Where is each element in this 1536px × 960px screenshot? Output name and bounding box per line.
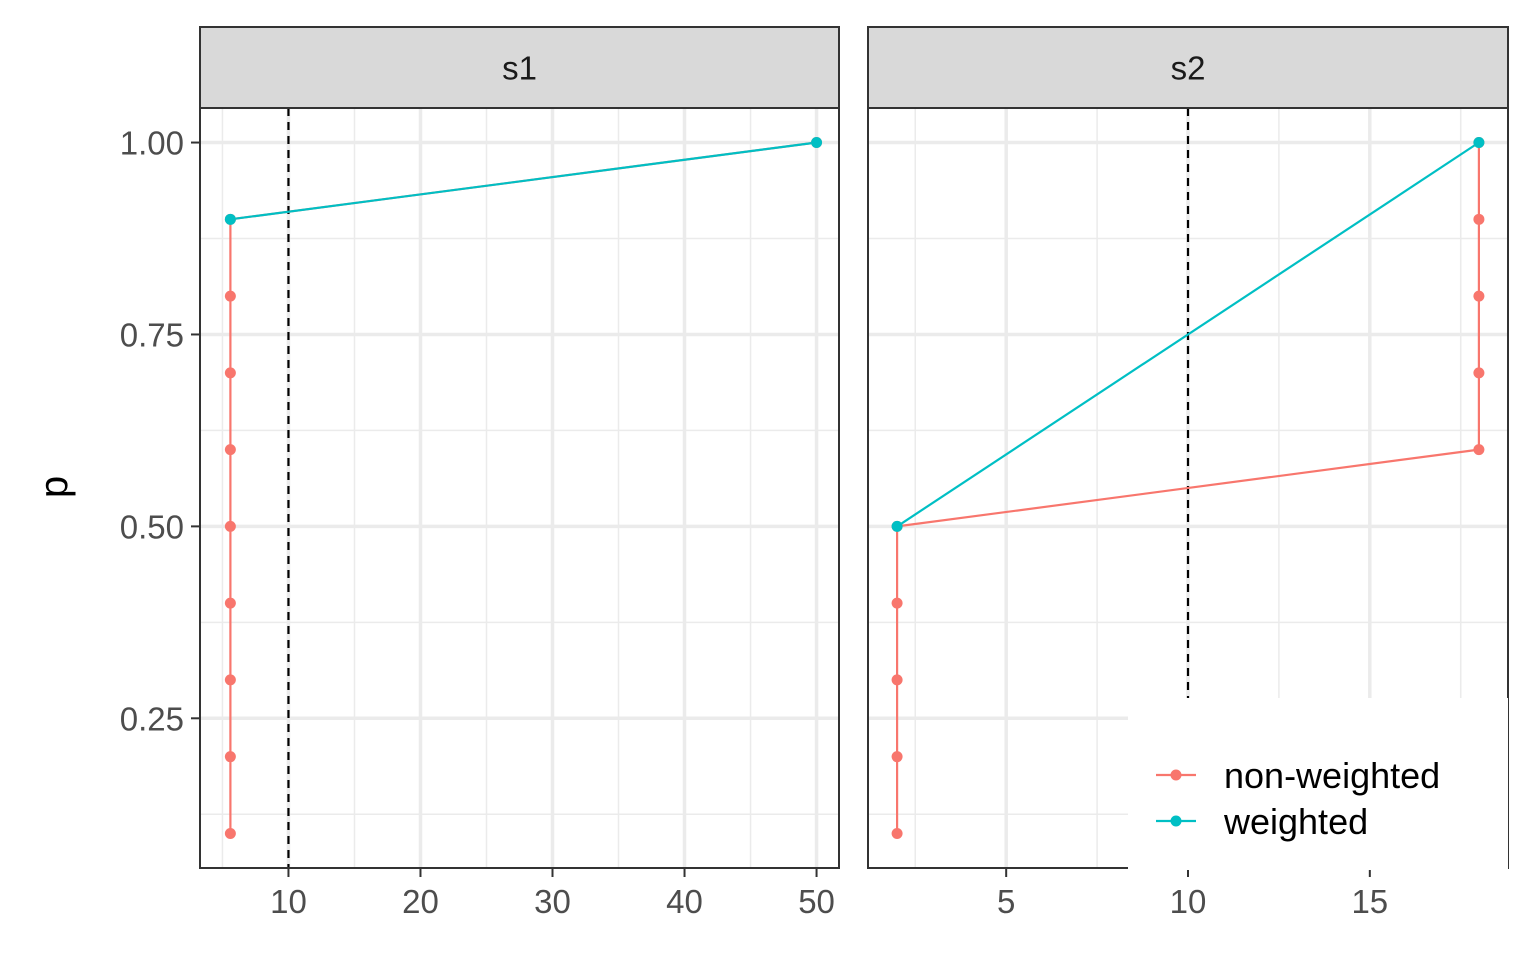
panel-background <box>200 108 839 868</box>
x-tick-label: 10 <box>270 883 307 920</box>
data-point-non-weighted <box>891 674 903 686</box>
series-line-weighted <box>896 141 1480 528</box>
data-point-non-weighted <box>1473 444 1485 456</box>
strip-background <box>199 26 840 109</box>
strip-label: s1 <box>502 50 537 87</box>
data-point-non-weighted <box>224 674 236 686</box>
data-point-non-weighted <box>1473 290 1485 302</box>
series-line-weighted <box>230 141 817 221</box>
strip-background <box>867 26 1509 109</box>
x-tick-label: 15 <box>1351 883 1388 920</box>
data-point-weighted <box>224 213 236 225</box>
data-point-non-weighted <box>1473 213 1485 225</box>
data-point-non-weighted <box>224 751 236 763</box>
x-tick-label: 10 <box>1170 883 1207 920</box>
series-line-non-weighted <box>229 141 817 834</box>
data-point-weighted <box>1473 137 1485 149</box>
data-point-weighted <box>891 520 903 532</box>
data-point-weighted <box>811 137 823 149</box>
y-tick-label: 0.75 <box>120 316 184 353</box>
legend-background <box>1128 698 1508 870</box>
data-point-non-weighted <box>891 827 903 839</box>
data-point-non-weighted <box>1473 367 1485 379</box>
series-line-non-weighted <box>896 142 1480 834</box>
data-point-non-weighted <box>224 520 236 532</box>
legend-label-non-weighted: non-weighted <box>1224 755 1440 796</box>
legend-key-point <box>1170 815 1182 827</box>
x-tick-label: 40 <box>666 883 703 920</box>
legend-label-weighted: weighted <box>1223 801 1368 842</box>
x-tick-label: 30 <box>534 883 571 920</box>
data-point-non-weighted <box>224 827 236 839</box>
data-point-non-weighted <box>224 597 236 609</box>
panel-s1: s1 10 20 30 40 50 0.25 0.50 0.75 1.00 <box>120 26 840 920</box>
x-tick-label: 5 <box>997 883 1015 920</box>
strip-label: s2 <box>1171 50 1206 87</box>
legend-key-point <box>1170 769 1182 781</box>
y-tick-label: 1.00 <box>120 125 184 162</box>
y-tick-label: 0.50 <box>120 508 184 545</box>
legend: non-weighted weighted <box>1128 698 1508 870</box>
x-tick-label: 50 <box>798 883 835 920</box>
y-tick-label: 0.25 <box>120 700 184 737</box>
data-point-non-weighted <box>891 751 903 763</box>
x-tick-label: 20 <box>402 883 439 920</box>
data-point-non-weighted <box>224 290 236 302</box>
data-point-non-weighted <box>891 597 903 609</box>
data-point-non-weighted <box>224 444 236 456</box>
data-point-non-weighted <box>224 367 236 379</box>
y-axis-title: p <box>32 476 76 498</box>
